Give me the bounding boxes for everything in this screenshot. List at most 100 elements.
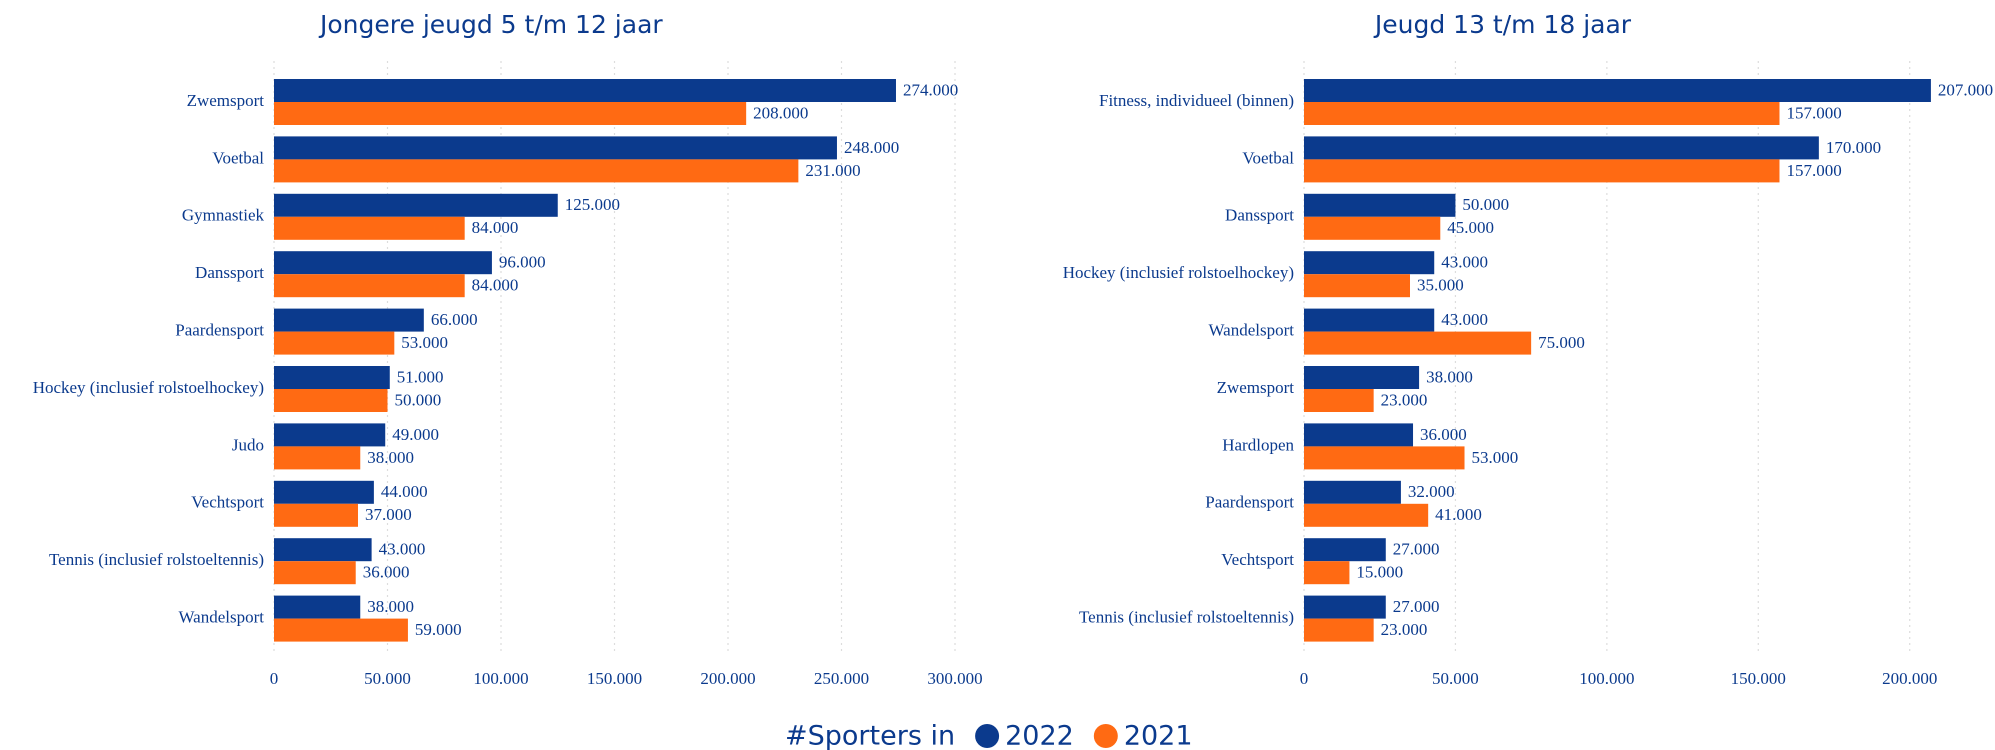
y-tick-label: Paardensport xyxy=(175,321,264,340)
data-label: 157.000 xyxy=(1786,103,1841,122)
x-tick-label: 0 xyxy=(1300,669,1309,688)
y-tick-label: Voetbal xyxy=(212,148,264,167)
bar xyxy=(1304,538,1386,562)
bar xyxy=(274,538,372,562)
data-label: 27.000 xyxy=(1393,597,1440,616)
data-label: 170.000 xyxy=(1826,138,1881,157)
bar xyxy=(274,480,374,504)
data-label: 53.000 xyxy=(401,333,448,352)
bar xyxy=(274,308,424,332)
bar xyxy=(1304,561,1350,585)
legend-label: 2021 xyxy=(1124,721,1193,750)
data-label: 59.000 xyxy=(415,620,462,639)
bar xyxy=(274,159,799,183)
data-label: 96.000 xyxy=(499,253,546,272)
bar xyxy=(1304,446,1465,470)
bar xyxy=(274,102,747,125)
x-tick-label: 50.000 xyxy=(1432,669,1479,688)
y-tick-label: Zwemsport xyxy=(187,91,265,110)
x-tick-label: 200.000 xyxy=(700,669,755,688)
y-tick-label: Hockey (inclusief rolstoelhockey) xyxy=(33,378,264,397)
data-label: 37.000 xyxy=(365,505,412,524)
chart-title: Jongere jeugd 5 t/m 12 jaar xyxy=(318,10,663,39)
y-tick-label: Tennis (inclusief rolstoeltennis) xyxy=(1079,608,1294,627)
bar xyxy=(1304,331,1532,355)
bar xyxy=(1304,136,1819,160)
bar xyxy=(1304,79,1931,102)
bar xyxy=(274,389,388,412)
bar xyxy=(1304,193,1456,217)
bar xyxy=(1304,423,1414,447)
y-tick-label: Judo xyxy=(232,435,264,454)
y-tick-label: Zwemsport xyxy=(1217,378,1295,397)
data-label: 51.000 xyxy=(397,367,444,386)
x-tick-label: 150.000 xyxy=(587,669,642,688)
bar xyxy=(1304,503,1429,527)
bar xyxy=(274,561,356,585)
data-label: 49.000 xyxy=(392,425,439,444)
bar xyxy=(1304,389,1374,412)
bar xyxy=(274,136,837,160)
data-label: 43.000 xyxy=(379,540,426,559)
y-tick-label: Danssport xyxy=(195,263,264,282)
data-label: 274.000 xyxy=(903,80,958,99)
y-tick-label: Fitness, individueel (binnen) xyxy=(1099,91,1294,110)
y-tick-label: Danssport xyxy=(1225,206,1294,225)
x-tick-label: 150.000 xyxy=(1731,669,1786,688)
data-label: 35.000 xyxy=(1417,276,1464,295)
bar xyxy=(274,251,492,275)
y-tick-label: Tennis (inclusief rolstoeltennis) xyxy=(49,550,264,569)
data-label: 27.000 xyxy=(1393,540,1440,559)
data-label: 231.000 xyxy=(805,161,860,180)
x-tick-label: 100.000 xyxy=(1579,669,1634,688)
bar xyxy=(274,618,408,642)
data-label: 15.000 xyxy=(1356,563,1403,582)
data-label: 248.000 xyxy=(844,138,899,157)
bar xyxy=(274,503,358,527)
data-label: 207.000 xyxy=(1938,80,1993,99)
legend-marker xyxy=(975,724,1000,748)
data-label: 38.000 xyxy=(367,448,414,467)
chart-title: Jeugd 13 t/m 18 jaar xyxy=(1373,10,1632,39)
y-tick-label: Wandelsport xyxy=(1209,321,1295,340)
data-label: 43.000 xyxy=(1441,253,1488,272)
x-tick-label: 250.000 xyxy=(814,669,869,688)
data-label: 45.000 xyxy=(1447,218,1494,237)
y-tick-label: Vechtsport xyxy=(191,493,264,512)
data-label: 157.000 xyxy=(1786,161,1841,180)
y-tick-label: Voetbal xyxy=(1242,148,1294,167)
x-tick-label: 100.000 xyxy=(473,669,528,688)
bar xyxy=(274,216,465,240)
legend-label: 2022 xyxy=(1005,721,1074,750)
data-label: 66.000 xyxy=(431,310,478,329)
bar xyxy=(1304,216,1441,240)
data-label: 75.000 xyxy=(1538,333,1585,352)
legend-title: #Sporters in xyxy=(785,721,955,750)
data-label: 38.000 xyxy=(1426,367,1473,386)
data-label: 43.000 xyxy=(1441,310,1488,329)
legend-marker xyxy=(1093,724,1118,748)
y-tick-label: Vechtsport xyxy=(1221,550,1294,569)
data-label: 41.000 xyxy=(1435,505,1482,524)
y-tick-label: Hockey (inclusief rolstoelhockey) xyxy=(1063,263,1294,282)
y-tick-label: Wandelsport xyxy=(179,608,265,627)
data-label: 50.000 xyxy=(395,390,442,409)
bar xyxy=(274,366,390,389)
y-tick-label: Paardensport xyxy=(1205,493,1294,512)
data-label: 50.000 xyxy=(1462,195,1509,214)
data-label: 23.000 xyxy=(1381,620,1428,639)
bar xyxy=(274,79,896,102)
data-label: 53.000 xyxy=(1472,448,1519,467)
y-tick-label: Hardlopen xyxy=(1222,435,1294,454)
x-tick-label: 200.000 xyxy=(1882,669,1937,688)
y-tick-label: Gymnastiek xyxy=(182,206,265,225)
bar xyxy=(1304,159,1780,183)
data-label: 84.000 xyxy=(472,218,519,237)
bar xyxy=(1304,366,1420,389)
bar xyxy=(1304,102,1780,125)
data-label: 44.000 xyxy=(381,482,428,501)
data-label: 125.000 xyxy=(565,195,620,214)
bar xyxy=(274,446,361,470)
bar xyxy=(274,193,558,217)
